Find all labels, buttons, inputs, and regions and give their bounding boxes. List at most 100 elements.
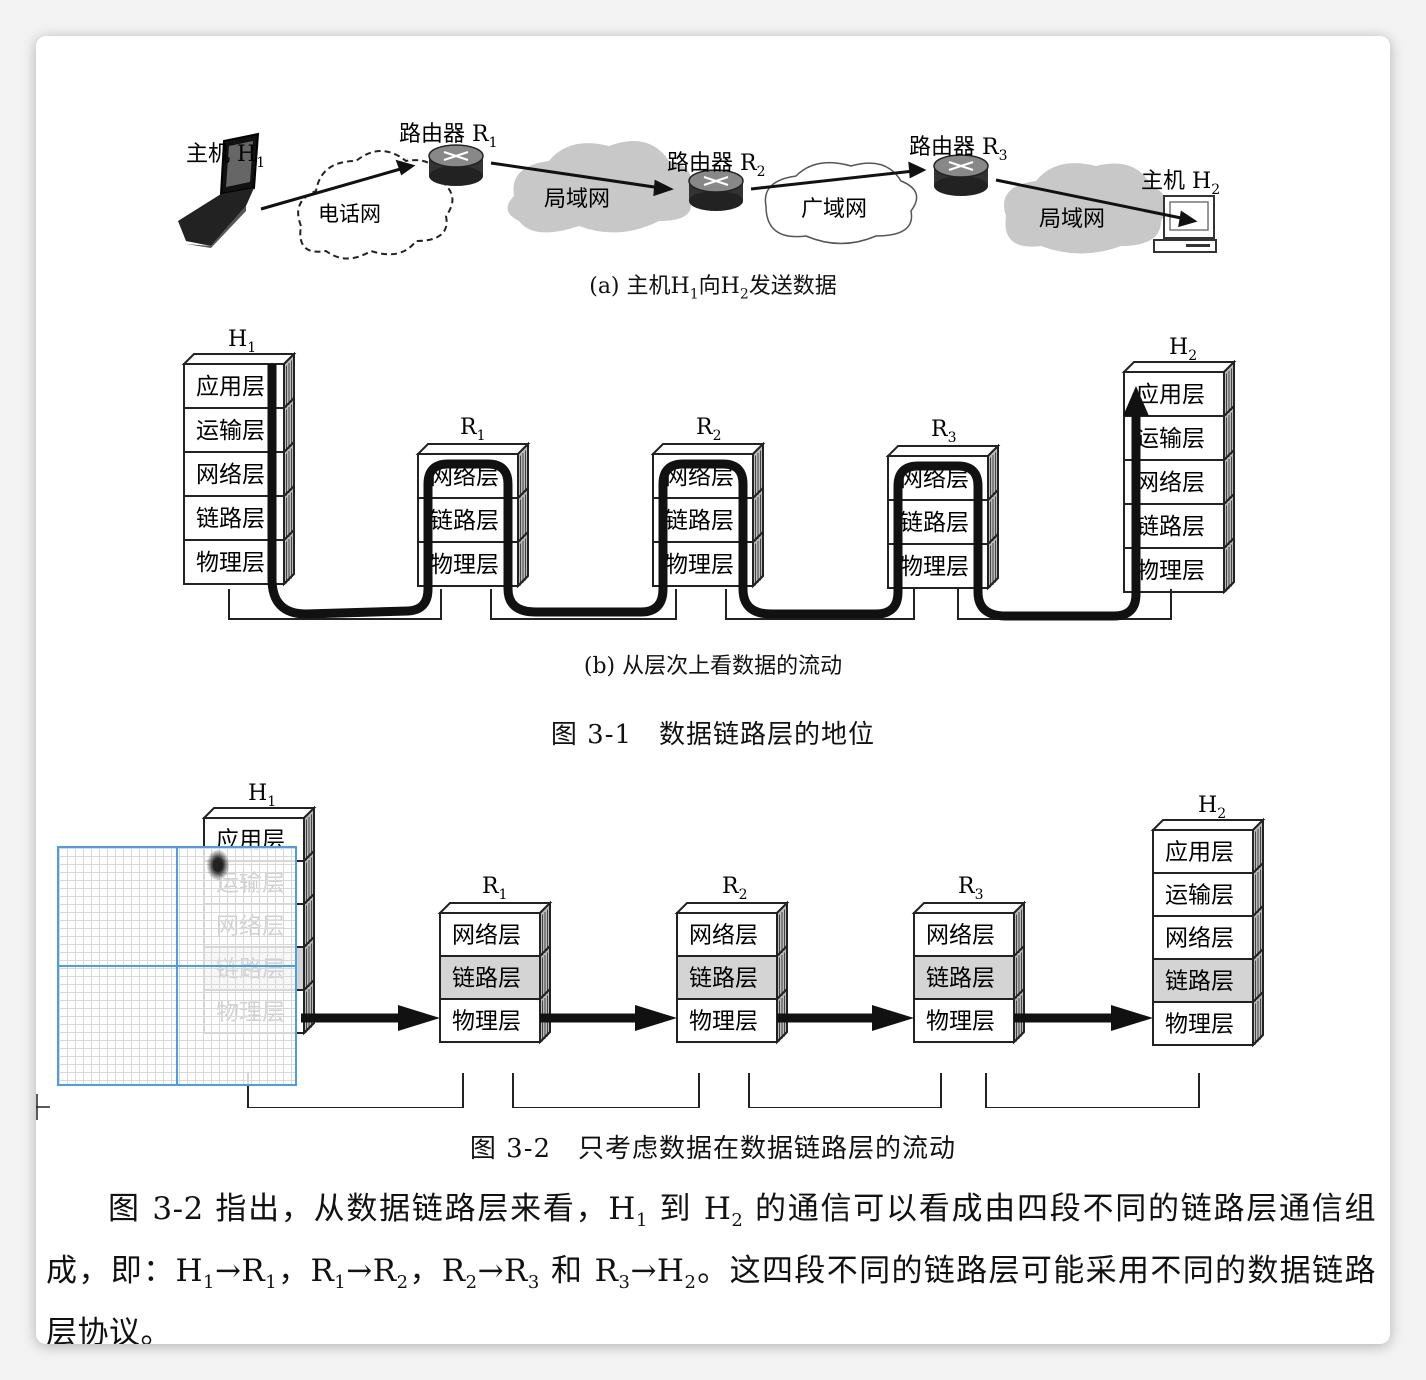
fig32-r3-layer-label: 网络层	[926, 923, 995, 949]
router3-label: 路由器 R3	[909, 135, 1007, 164]
fig-b-h2-layer-label: 链路层	[1136, 514, 1205, 540]
fig-b-r2-layer-label: 物理层	[665, 552, 734, 578]
fig-b-h2-layer-box	[1123, 503, 1225, 549]
figure-3-2-caption: 图 3-2 只考虑数据在数据链路层的流动	[469, 1134, 957, 1164]
magnifier-grid-overlay	[57, 846, 297, 1086]
physical-link-line	[985, 1073, 1200, 1108]
fig32-h1-side-edge	[303, 1022, 315, 1034]
fig32-r3-side-edge	[1013, 945, 1025, 957]
fig32-h2-layer-label: 网络层	[1165, 926, 1234, 952]
figure-b-caption: (b) 从层次上看数据的流动	[583, 654, 843, 679]
fig-b-r3-side-edge	[987, 533, 999, 545]
fig-b-r3-layer-box	[887, 543, 989, 589]
fig-b-h2-label: H2	[1169, 335, 1197, 364]
fig-b-r3-side-edge	[987, 577, 999, 589]
data-path-arrows	[260, 159, 1198, 228]
fig-b-h1-side-edge	[283, 485, 295, 497]
fig-b-h2-side-edge	[1223, 581, 1235, 593]
cloud-lan-1	[507, 141, 692, 233]
body-paragraph: 图 3-2 指出，从数据链路层来看，H1 到 H2 的通信可以看成由四段不同的链…	[46, 1191, 1377, 1344]
fig32-r2-layer-box	[676, 998, 778, 1043]
router-icon-r2	[688, 169, 744, 211]
link-layer-arrowhead	[1111, 1005, 1153, 1031]
fig32-r1-layer-box	[439, 955, 541, 1000]
fig-b-r1-label: R1	[460, 415, 486, 444]
fig32-r1-layer-label: 物理层	[452, 1009, 521, 1035]
router2-label: 路由器 R2	[667, 151, 765, 180]
fig32-h2-side-edge	[1252, 948, 1264, 960]
magnified-pixel-blob	[207, 850, 229, 880]
fig32-h1-side-edge	[303, 850, 315, 862]
fig-b-h1-layer-label: 运输层	[196, 418, 265, 444]
fig-b-r1-side-edge	[517, 487, 529, 499]
fig32-h2-layer-label: 物理层	[1165, 1012, 1234, 1038]
fig-b-h2-layer-box	[1123, 547, 1225, 593]
router1-label: 路由器 R1	[399, 122, 497, 151]
fig-b-h1-label: H1	[228, 327, 256, 356]
fig-b-h1-top	[181, 353, 297, 365]
physical-link-line	[512, 1073, 700, 1108]
fig-b-h1-layer-box	[183, 495, 285, 541]
fig32-r2-side-edge	[776, 988, 788, 1000]
fig-b-r2-label: R2	[696, 415, 722, 444]
physical-link-line	[247, 1073, 464, 1108]
fig32-h1-side-edge	[303, 979, 315, 991]
fig-b-r1-layer-label: 物理层	[430, 552, 499, 578]
fig-b-h2-layer-label: 应用层	[1136, 382, 1205, 408]
fig32-r3-side-edge	[1013, 988, 1025, 1000]
fig-b-r2-layer-box	[652, 497, 754, 543]
fig32-r1-layer-box	[439, 998, 541, 1043]
cloud-lan-2	[1004, 163, 1167, 254]
fig32-r3-layer-box	[913, 955, 1015, 1000]
fig-b-h2-layer-label: 运输层	[1136, 426, 1205, 452]
figure-3-1-caption: 图 3-1 数据链路层的地位	[550, 720, 876, 750]
physical-link-line	[490, 589, 677, 620]
fig-b-r2-side-edge	[752, 487, 764, 499]
fig32-r2-layer-label: 链路层	[689, 966, 758, 992]
figure-a-network: 主机 H1 路由器 R1 路由器 R2 路由器 R3 主机 H2 电话网 局域网…	[178, 122, 1220, 260]
cloud-wan-label: 广域网	[801, 197, 867, 222]
fig32-h2-layer-label: 链路层	[1165, 969, 1234, 995]
fig32-h1-side-edge	[303, 936, 315, 948]
cloud-phone-network	[297, 150, 454, 260]
fig-b-r1-top	[415, 443, 531, 455]
fig-b-h1-side-edge	[283, 441, 295, 453]
fig-b-h1-side-edge	[283, 529, 295, 541]
fig-b-h1-layer-label: 应用层	[196, 374, 265, 400]
fig32-r3-layer-box	[913, 998, 1015, 1043]
fig-b-r2-top	[650, 443, 766, 455]
grid-center-horizontal-line	[59, 965, 295, 967]
fig-b-r2-layer-label: 链路层	[665, 508, 734, 534]
fig-b-h2-side-edge	[1223, 537, 1235, 549]
fig32-h2-side-edge	[1252, 991, 1264, 1003]
fig32-r2-label: R2	[722, 874, 748, 903]
fig-b-r3-layer-label: 链路层	[900, 510, 969, 536]
fig32-r1-top	[437, 902, 553, 914]
fig-b-h1-layer-box	[183, 407, 285, 453]
fig-b-r1-layer-box	[417, 541, 519, 587]
fig-b-h1-layer-label: 链路层	[196, 506, 265, 532]
cloud-phone-label: 电话网	[318, 202, 381, 226]
fig32-r2-top	[674, 902, 790, 914]
router-icon-r1	[428, 144, 484, 186]
crosshair-icon	[36, 1094, 50, 1120]
fig32-r2-layer-label: 物理层	[689, 1009, 758, 1035]
fig32-r3-top	[911, 902, 1027, 914]
fig32-r1-label: R1	[482, 874, 508, 903]
fig32-r3-layer-label: 链路层	[926, 966, 995, 992]
fig32-h2-layer-box	[1152, 915, 1254, 960]
link-layer-arrowhead	[872, 1005, 914, 1031]
fig32-h2-top	[1150, 819, 1266, 831]
fig32-h2-side-edge	[1252, 905, 1264, 917]
data-flow-arrowhead	[1123, 386, 1149, 416]
fig32-h1-label: H1	[248, 781, 276, 810]
fig-b-h2-layer-box	[1123, 459, 1225, 505]
fig32-r3-side-edge	[1013, 1031, 1025, 1043]
fig32-h2-label: H2	[1198, 793, 1226, 822]
fig-b-h1-side-edge	[283, 573, 295, 585]
fig32-h2-layer-label: 应用层	[1165, 840, 1234, 866]
figure-a-caption: (a) 主机H1向H2发送数据	[589, 274, 837, 303]
fig-b-r2-side-edge	[752, 575, 764, 587]
physical-link-line	[228, 589, 442, 620]
link-layer-arrowhead	[635, 1005, 677, 1031]
